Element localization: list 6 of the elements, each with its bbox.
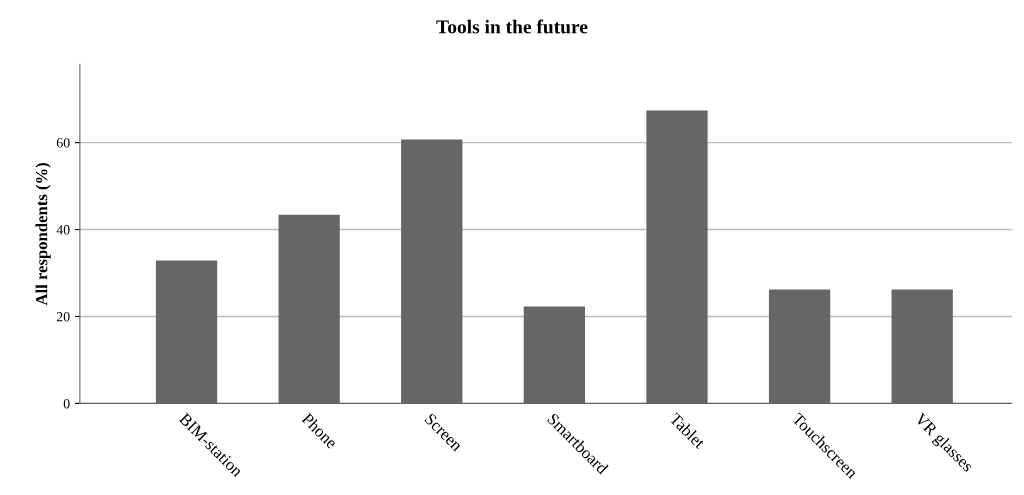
y-tick-label: 40	[56, 225, 70, 235]
y-tick-label: 0	[63, 399, 70, 409]
y-tick-label: 20	[56, 312, 70, 322]
y-tick-label: 60	[56, 138, 70, 148]
chart-title: Tools in the future	[436, 19, 588, 34]
y-axis-title: All respondents (%)	[35, 163, 51, 306]
